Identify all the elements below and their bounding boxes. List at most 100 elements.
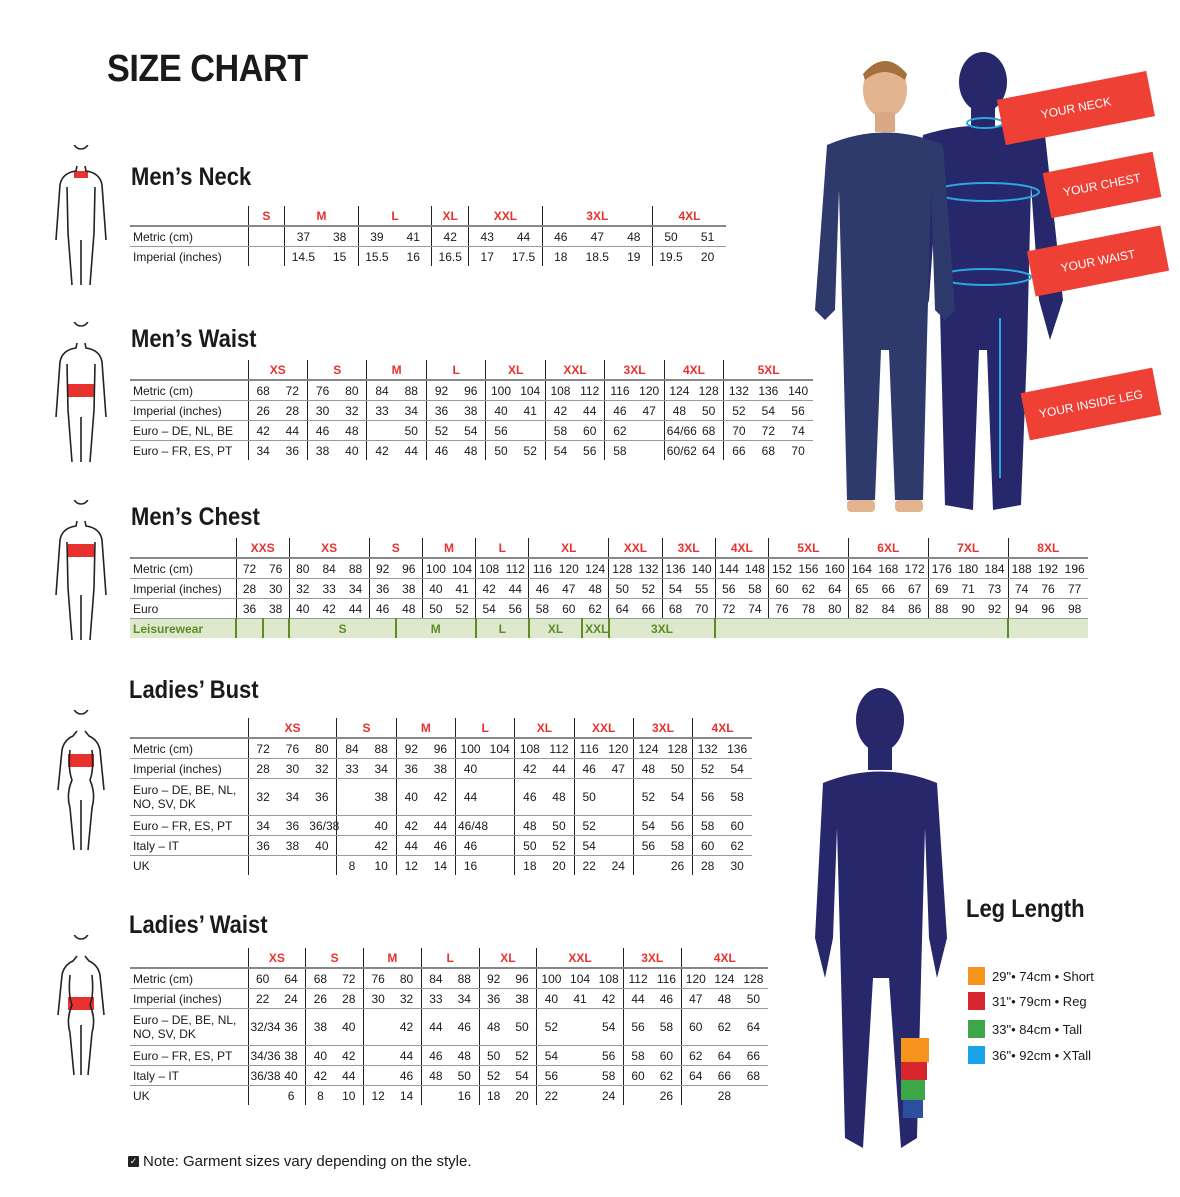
size-label: M: [284, 206, 359, 227]
row-label: Imperial (inches): [130, 400, 248, 421]
size-value: [485, 856, 515, 876]
size-value: 46: [514, 778, 545, 816]
size-value: 188: [1007, 558, 1035, 579]
size-value: 92: [368, 558, 396, 579]
leg-length-silhouette: [815, 688, 947, 1148]
size-label: L: [475, 538, 529, 559]
size-value: 100: [454, 738, 486, 759]
size-value: 48: [582, 578, 609, 599]
table-row: Euro – FR, ES, PT 34 36 38 40 42 44 46 48 50 52 54 5…: [130, 440, 813, 460]
size-value: 47: [680, 988, 710, 1009]
size-label: XXL: [536, 948, 624, 969]
swatch-red: [968, 992, 985, 1010]
size-value: [680, 1085, 710, 1105]
size-value: 70: [791, 443, 805, 458]
size-value: 34: [247, 440, 278, 460]
table-row: Italy – IT 36/38 40 42 44 46 48 50 52 54 56 58 60 62 6…: [130, 1065, 768, 1086]
size-value: 44: [342, 598, 370, 619]
size-value: 24: [602, 1088, 616, 1103]
size-value: 36: [277, 815, 308, 836]
size-value: 16: [406, 249, 420, 264]
size-value: 172: [901, 558, 929, 579]
size-label: XL: [528, 538, 609, 559]
size-value: 46/48: [454, 815, 488, 836]
size-value: 36: [285, 443, 300, 458]
measure-band: [68, 997, 94, 1010]
size-value: 46: [528, 578, 556, 599]
size-value: 86: [901, 598, 929, 619]
size-value: 38: [507, 988, 537, 1009]
size-value: 8: [336, 855, 367, 875]
row-label: Italy – IT: [130, 1065, 248, 1086]
size-value: 34: [277, 778, 308, 816]
size-value: 26: [670, 858, 685, 873]
leisurewear-size: [235, 618, 263, 638]
row-label: Italy – IT: [130, 835, 248, 856]
size-value: 66: [738, 1045, 768, 1066]
size-value: 184: [981, 558, 1009, 579]
size-value: 16: [454, 855, 486, 875]
size-value: 128: [738, 968, 768, 989]
size-value: 152: [768, 558, 796, 579]
size-value: 44: [505, 226, 543, 247]
size-value: 54: [544, 440, 576, 460]
size-value: 88: [927, 598, 955, 619]
size-value: 88: [366, 738, 397, 759]
size-value: 56: [502, 598, 529, 619]
header-blank: [130, 948, 248, 969]
size-value: 40: [305, 1045, 335, 1066]
leisurewear-size: [714, 618, 1009, 638]
size-value: 28: [692, 855, 723, 875]
size-value: 42: [305, 1065, 335, 1086]
size-value: 26: [247, 400, 278, 421]
row-label: Leisurewear: [130, 618, 236, 638]
size-value: 60: [692, 835, 723, 856]
size-value: 64: [821, 578, 849, 599]
leg-legend-item: 31"• 79cm • Reg: [968, 992, 1087, 1010]
size-value: 32: [288, 578, 316, 599]
size-value: 28: [247, 758, 278, 779]
size-value: 60: [768, 578, 796, 599]
size-value: 56: [583, 443, 597, 458]
size-value: 8: [305, 1085, 335, 1105]
mens-chest-table: XXS XS S M L XL XXL 3XL 4XL 5XL 6XL 7XL 8XL Metric (c…: [130, 538, 1088, 638]
size-value: [634, 420, 665, 441]
ladies-waist-table: XS S M L XL XXL 3XL 4XL Metric (cm) 60 64 68 72 76 80 8…: [130, 948, 768, 1105]
size-value: 112: [575, 380, 605, 401]
size-value: 96: [1034, 598, 1062, 619]
size-value: 96: [425, 738, 456, 759]
female-bust-icon: [50, 695, 112, 860]
size-value: 62: [710, 1008, 739, 1046]
section-title-ladies-waist: Ladies’ Waist: [129, 911, 268, 939]
size-value: 54: [536, 1045, 566, 1066]
size-value: 34: [247, 815, 278, 836]
size-value: 52: [425, 420, 457, 441]
leg-band-short: [901, 1038, 929, 1062]
size-value: 140: [783, 380, 813, 401]
size-value: 17: [468, 246, 506, 266]
size-value: 84: [875, 598, 902, 619]
size-value: 48: [337, 420, 367, 441]
size-value: 50: [608, 578, 636, 599]
size-value: 47: [555, 578, 583, 599]
size-value: 44: [575, 400, 605, 421]
size-value: 56: [594, 1045, 624, 1066]
size-value: 42: [366, 835, 397, 856]
size-value: 22: [536, 1085, 566, 1105]
section-title-mens-chest: Men’s Chest: [131, 503, 260, 531]
page-title: SIZE CHART: [107, 48, 308, 90]
size-value: 96: [507, 968, 537, 989]
size-value: 54: [594, 1008, 624, 1046]
model-photo: [815, 61, 955, 512]
size-value: 64: [680, 1065, 710, 1086]
size-value: 56: [692, 778, 723, 816]
size-value: 42: [544, 400, 576, 421]
size-value: 55: [688, 578, 716, 599]
leisurewear-size: [261, 618, 290, 638]
size-value: [363, 1045, 393, 1066]
size-label: 3XL: [541, 206, 653, 227]
size-value: 96: [456, 380, 486, 401]
size-value: 58: [544, 420, 576, 441]
size-value: 92: [395, 738, 426, 759]
size-value: 60: [680, 1008, 710, 1046]
